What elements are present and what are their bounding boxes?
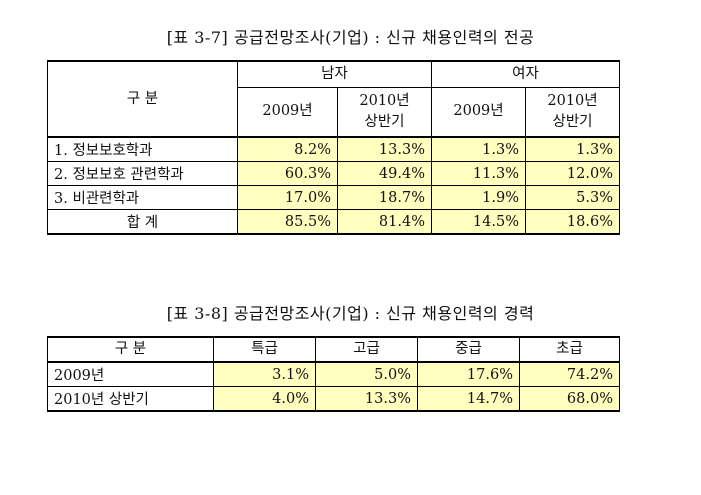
table-row: 3. 비관련학과 17.0% 18.7% 1.9% 5.3% [47, 185, 620, 210]
cell-value: 18.7% [337, 185, 432, 210]
group-header-female: 여자 [431, 60, 620, 88]
column-header: 고급 [315, 336, 418, 363]
cell-value: 8.2% [237, 136, 338, 162]
subheader-line: 2010년 [359, 92, 410, 109]
table2-caption: [표 3-8] 공급전망조사(기업) : 신규 채용인력의 경력 [166, 304, 535, 323]
cell-value: 12.0% [525, 161, 620, 186]
table-row: 2009년 3.1% 5.0% 17.6% 74.2% [47, 361, 620, 387]
subheader-line: 상반기 [364, 113, 405, 130]
cell-value: 17.6% [417, 361, 520, 387]
column-header: 특급 [213, 336, 316, 363]
cell-value: 13.3% [337, 136, 432, 162]
subheader-line: 2010년 [547, 92, 598, 109]
group-header-male: 남자 [237, 60, 432, 88]
table1-caption: [표 3-7] 공급전망조사(기업) : 신규 채용인력의 전공 [166, 28, 535, 47]
subheader-line: 상반기 [552, 113, 593, 130]
cell-value: 14.7% [417, 386, 520, 412]
subheader-female-2010h1: 2010년 상반기 [525, 86, 620, 138]
header-row: 구 분 특급 고급 중급 초급 [47, 336, 620, 363]
cell-value: 4.0% [213, 386, 316, 412]
cell-value: 68.0% [519, 386, 620, 412]
cell-value: 74.2% [519, 361, 620, 387]
cell-value: 17.0% [237, 185, 338, 210]
table-row-total: 합 계 85.5% 81.4% 14.5% 18.6% [47, 209, 620, 235]
cell-value: 5.3% [525, 185, 620, 210]
row-label: 1. 정보보호학과 [47, 136, 238, 162]
cell-value: 13.3% [315, 386, 418, 412]
subheader-male-2010h1: 2010년 상반기 [337, 86, 432, 138]
table-row: 2. 정보보호 관련학과 60.3% 49.4% 11.3% 12.0% [47, 161, 620, 186]
stub-header: 구 분 [47, 336, 214, 363]
career-table: 구 분 특급 고급 중급 초급 2009년 3.1% 5.0% 17.6% 74… [47, 336, 620, 412]
row-label: 2009년 [47, 361, 214, 387]
column-header: 중급 [417, 336, 520, 363]
cell-value: 1.9% [431, 185, 526, 210]
subheader-female-2009: 2009년 [431, 86, 526, 138]
cell-value: 81.4% [337, 209, 432, 235]
cell-value: 1.3% [525, 136, 620, 162]
cell-value: 11.3% [431, 161, 526, 186]
row-label: 2. 정보보호 관련학과 [47, 161, 238, 186]
cell-value: 49.4% [337, 161, 432, 186]
cell-value: 1.3% [431, 136, 526, 162]
cell-value: 60.3% [237, 161, 338, 186]
cell-value: 85.5% [237, 209, 338, 235]
cell-value: 5.0% [315, 361, 418, 387]
table-row: 2010년 상반기 4.0% 13.3% 14.7% 68.0% [47, 386, 620, 412]
row-label: 2010년 상반기 [47, 386, 214, 412]
cell-value: 14.5% [431, 209, 526, 235]
subheader-male-2009: 2009년 [237, 86, 338, 138]
major-table: 구 분 남자 여자 2009년 2010년 상반기 2009년 2010년 상반… [47, 60, 620, 235]
cell-value: 3.1% [213, 361, 316, 387]
column-header: 초급 [519, 336, 620, 363]
stub-header: 구 분 [47, 60, 238, 138]
cell-value: 18.6% [525, 209, 620, 235]
table-row: 1. 정보보호학과 8.2% 13.3% 1.3% 1.3% [47, 136, 620, 162]
row-label: 3. 비관련학과 [47, 185, 238, 210]
total-label: 합 계 [47, 209, 238, 235]
